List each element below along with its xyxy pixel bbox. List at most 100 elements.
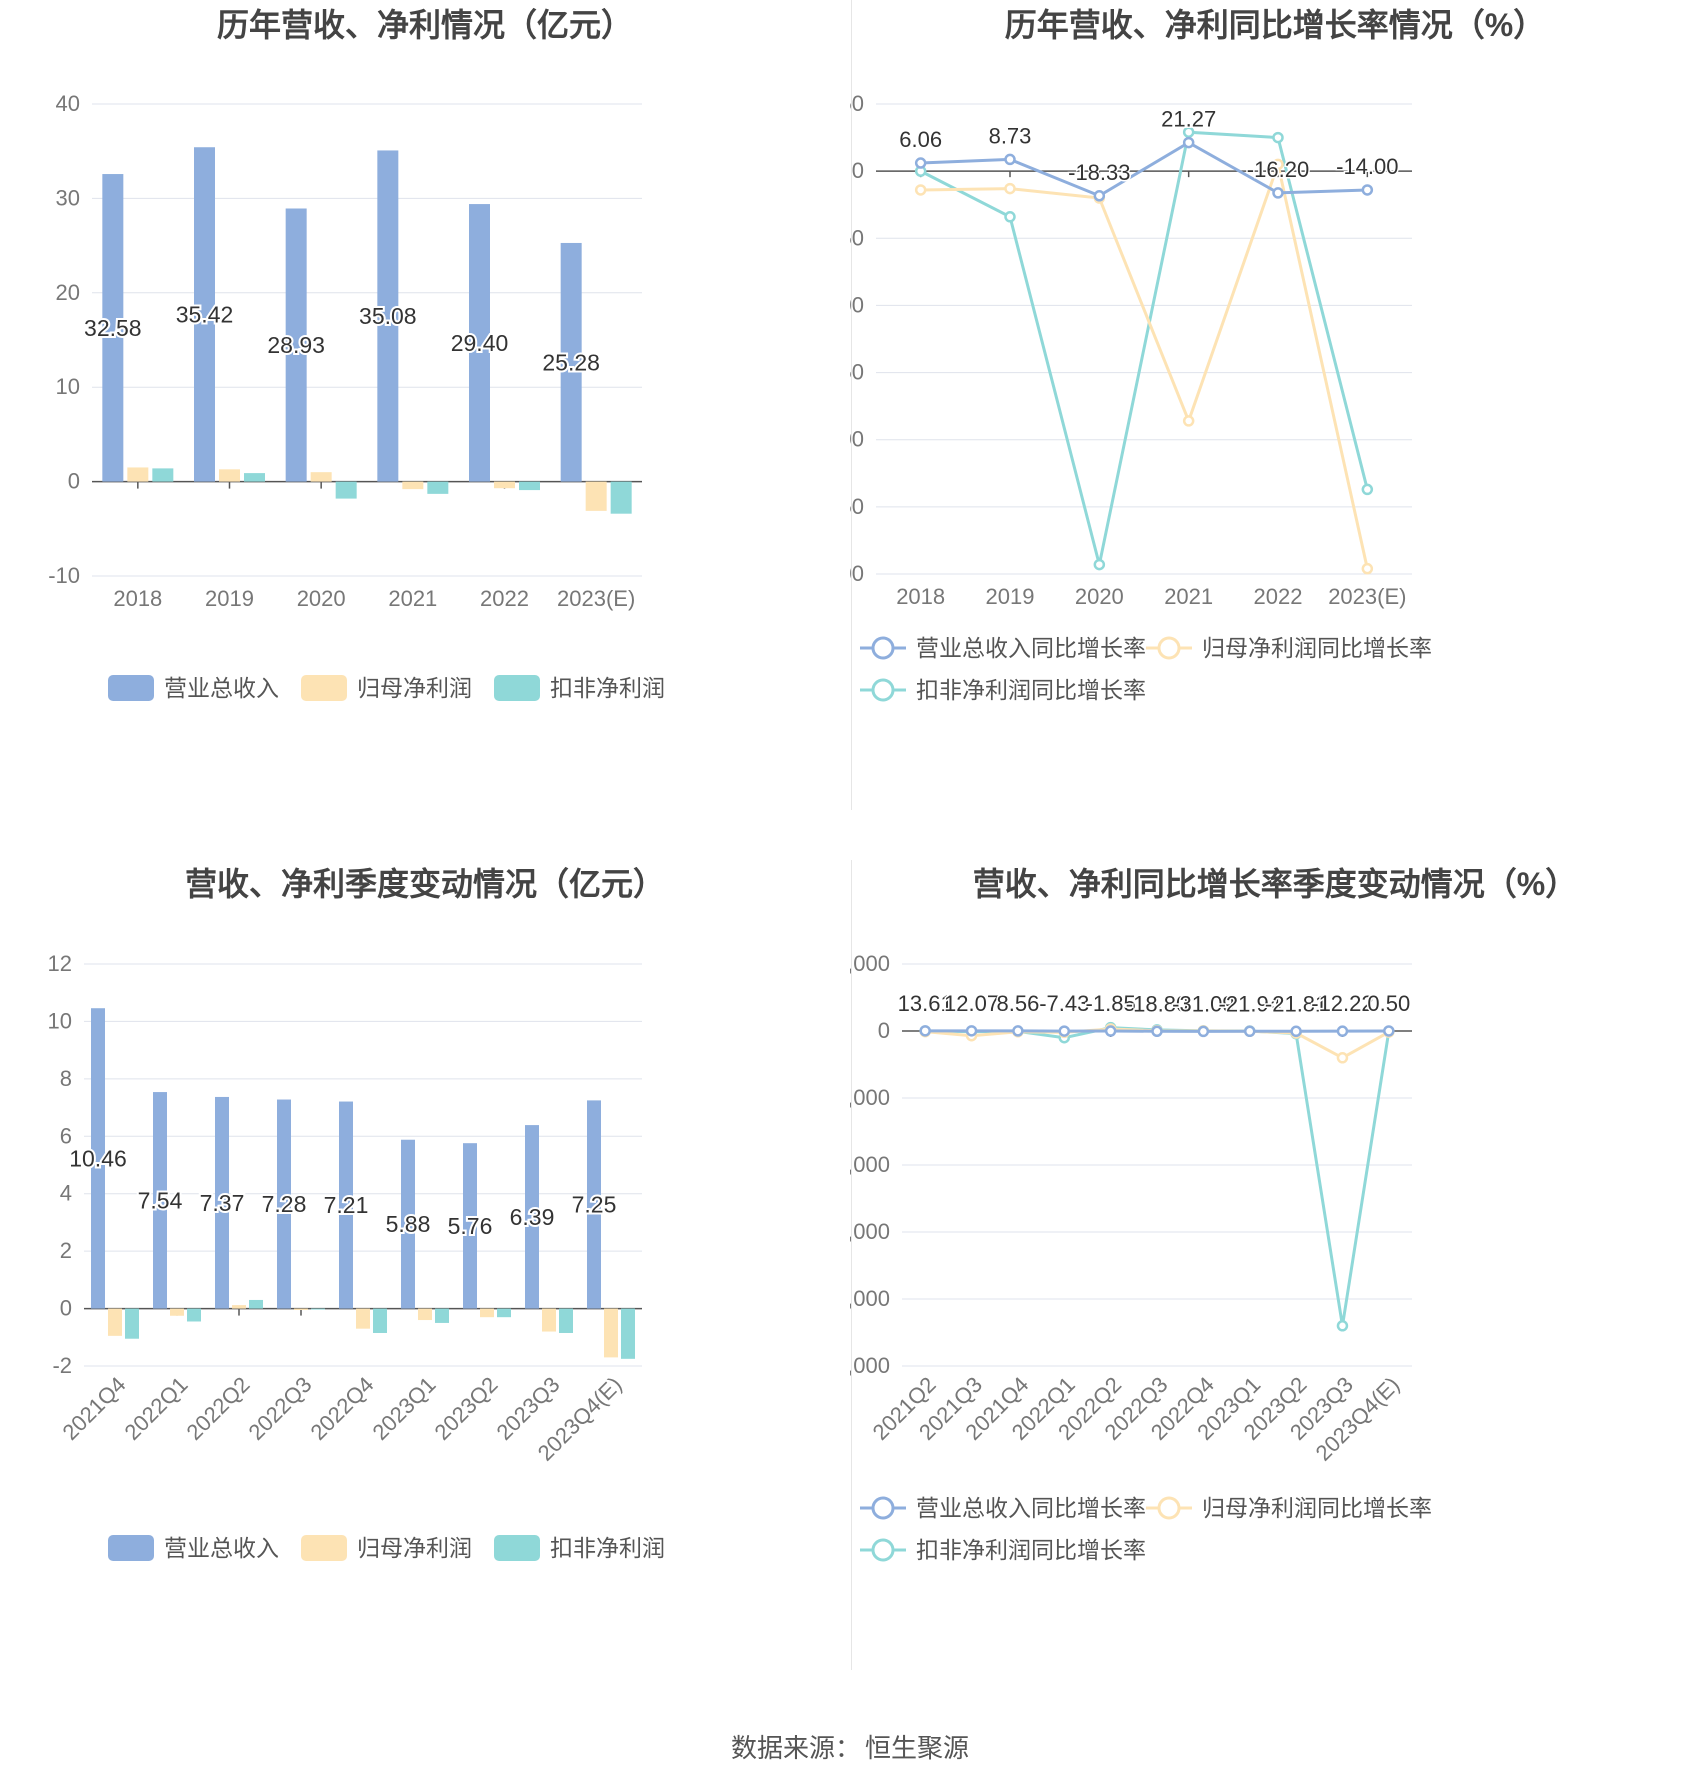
bar [402,481,424,490]
data-source-label: 数据来源： [730,1733,861,1763]
data-point [914,184,927,196]
bar [215,1096,229,1309]
legend-marker [1157,636,1181,660]
x-tick-label: 2021 [1164,584,1213,609]
legend-marker [871,1538,895,1562]
legend-swatch [494,1535,540,1561]
bar [585,481,607,511]
chart-title: 历年营收、净利同比增长率情况（%） [1005,7,1545,43]
y-tick-label: 50 [850,91,864,116]
point-value-label: -21.81 [1265,991,1327,1016]
point-value-label: 12.07 [944,991,999,1016]
y-tick-label: -5,000 [850,1085,890,1110]
y-tick-label: 0 [878,1018,890,1043]
x-tick-label: 2021 [388,586,437,611]
x-tick-label: 2022Q1 [119,1372,192,1445]
x-tick-label: 2022Q2 [181,1372,254,1445]
point-value-label: -21.94 [1219,991,1281,1016]
x-tick-label: 2022 [480,586,529,611]
bar-value-label: 32.58 [84,315,142,341]
y-tick-label: -150 [850,360,864,385]
y-tick-label: -200 [850,427,864,452]
legend-label: 归母净利润同比增长率 [1202,635,1432,661]
bar-value-label: 28.93 [267,332,325,358]
data-point [1151,1025,1163,1038]
y-tick-label: 10 [48,1008,72,1033]
vertical-divider-top [851,0,852,810]
y-tick-label: -10,000 [850,1152,890,1177]
legend-label: 归母净利润 [357,1535,472,1561]
y-tick-label: -15,000 [850,1219,890,1244]
bar [542,1308,556,1332]
data-point [1004,211,1016,223]
x-tick-label: 2023Q1 [367,1372,440,1445]
y-tick-label: -50 [850,225,864,250]
data-point [1004,153,1016,166]
bar [519,481,540,491]
data-point [1336,1052,1349,1064]
legend-swatch [301,675,347,701]
x-tick-label: 2022Q3 [243,1372,316,1445]
data-point [1272,131,1284,144]
point-value-label: 8.73 [989,123,1032,148]
bar-value-label: 25.28 [542,349,600,375]
point-value-label: -1.85 [1086,991,1136,1016]
x-tick-label: 2022Q4 [305,1372,378,1445]
point-value-label: 21.27 [1161,107,1216,132]
quarterly-growth-rate-chart: 营收、净利同比增长率季度变动情况（%） -25,000 -20,000 -15,000… [850,860,1700,1720]
bar-value-label: 7.37 [200,1190,245,1216]
vertical-divider-bottom [851,860,852,1670]
series-line [920,158,1369,569]
bar [401,1139,415,1309]
bar-value-label: 6.39 [510,1204,555,1230]
x-tick-label: 2018 [113,586,162,611]
legend-label: 营业总收入 [164,675,279,701]
data-point [1197,1025,1210,1038]
bar [525,1125,539,1309]
y-tick-label: -250 [850,494,864,519]
bar [469,204,490,482]
legend-label: 扣非净利润同比增长率 [916,1537,1146,1563]
y-tick-label: -300 [850,561,864,586]
data-point [1093,558,1106,571]
data-point [1182,136,1195,149]
annual-revenue-profit-svg: 历年营收、净利情况（亿元） -10 0 10 20 30 40 2018 32.58 2019 35… [48,7,665,701]
bar-value-label: 7.54 [138,1187,183,1213]
series-line [925,1026,1391,1327]
data-point [1272,158,1284,171]
data-point [1012,1025,1024,1037]
data-point [1104,1025,1117,1037]
bar [559,1308,573,1333]
bar [497,1308,511,1318]
point-value-label: -18.33 [1068,160,1130,185]
data-point [1361,184,1374,196]
series-line [919,130,1369,565]
data-point [1336,1320,1349,1332]
bar [232,1305,246,1309]
data-point [1004,182,1016,195]
x-tick-label: 2018 [896,584,945,609]
point-value-label: -16.20 [1247,157,1309,182]
legend-swatch [108,1535,154,1561]
bar [480,1308,494,1318]
y-tick-label: -25,000 [850,1353,890,1378]
legend-label: 扣非净利润 [550,675,665,701]
bar [494,481,515,489]
bar-value-label: 29.40 [451,330,509,356]
data-point [1361,483,1374,496]
x-tick-label: 2019 [205,586,254,611]
data-point [1093,190,1106,202]
point-value-label: 13.61 [898,991,953,1016]
bar [244,473,265,482]
data-point [1272,187,1284,199]
data-point [1361,562,1374,575]
legend-swatch [301,1535,347,1561]
bar [285,208,307,482]
chart-title: 营收、净利季度变动情况（亿元） [185,866,665,902]
bar [249,1299,263,1309]
quarterly-growth-rate-svg: 营收、净利同比增长率季度变动情况（%） -25,000 -20,000 -15,000… [850,866,1577,1563]
x-tick-label: 2023Q2 [429,1372,502,1445]
data-point [1383,1025,1395,1037]
y-tick-label: 40 [56,91,80,116]
bar [427,481,449,494]
